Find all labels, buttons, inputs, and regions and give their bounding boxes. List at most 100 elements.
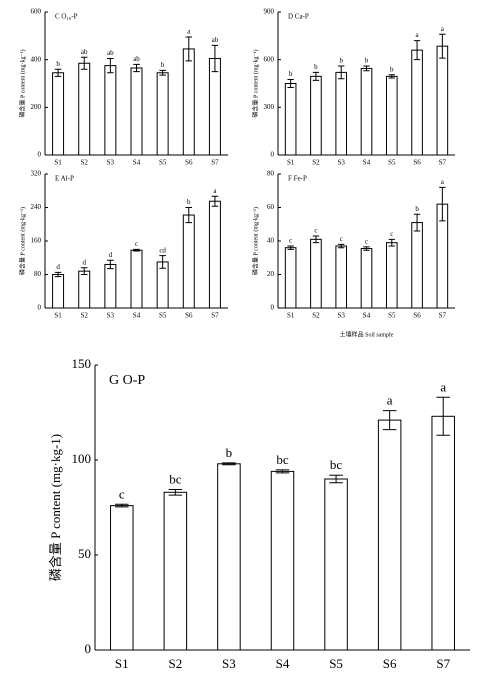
x-tick-label: S3 (222, 656, 236, 671)
x-tick-label: S3 (338, 312, 346, 320)
error-bar (436, 396, 450, 436)
x-tick-label: S2 (312, 159, 320, 167)
bar (411, 49, 423, 156)
error-bar (211, 44, 219, 73)
x-tick-label: S7 (439, 159, 447, 167)
y-axis-label: 磷含量 P content (mg·kg⁻¹) (251, 50, 259, 118)
significance-letter: b (187, 198, 191, 206)
y-tick-label: 80 (267, 170, 275, 178)
y-tick-label: 900 (264, 8, 275, 16)
bar (104, 65, 117, 156)
significance-letter: ab (107, 49, 114, 57)
significance-letter: d (56, 263, 60, 271)
bar (217, 463, 241, 651)
significance-letter: a (441, 25, 445, 33)
error-bar (159, 69, 166, 76)
x-tick-label: S5 (388, 312, 396, 320)
significance-letter: a (441, 178, 445, 186)
panel-title: D Ca-P (288, 13, 309, 21)
x-tick-label: S7 (439, 312, 447, 320)
error-bar (115, 503, 129, 508)
error-bar (413, 213, 421, 232)
bar (377, 419, 402, 651)
bar (335, 245, 348, 309)
y-tick-label: 160 (31, 237, 42, 245)
bar (156, 72, 169, 156)
error-bar (107, 57, 114, 74)
bar (324, 478, 348, 651)
significance-letter: bc (276, 452, 289, 467)
significance-letter: b (226, 445, 233, 460)
error-bar (312, 71, 320, 81)
error-bar (185, 36, 193, 62)
error-bar (80, 56, 88, 70)
bar (385, 242, 398, 309)
error-bar (413, 40, 421, 61)
bar (110, 505, 134, 651)
y-tick-label: 40 (267, 237, 275, 245)
x-tick-label: S3 (338, 159, 346, 167)
bar (284, 83, 297, 156)
y-tick-label: 0 (38, 304, 42, 312)
error-bar (54, 68, 62, 77)
significance-letter: b (289, 70, 293, 78)
significance-letter: bc (330, 457, 343, 472)
significance-letter: c (135, 240, 138, 248)
error-bar (388, 74, 395, 79)
significance-letter: bc (169, 471, 182, 486)
error-bar (363, 246, 370, 251)
error-bar (439, 186, 446, 222)
x-tick-label: S2 (81, 312, 89, 320)
significance-letter: cd (159, 246, 166, 254)
panel-title: G O-P (109, 373, 145, 388)
significance-letter: c (365, 237, 368, 245)
bar (411, 222, 423, 309)
significance-letter: b (314, 63, 318, 71)
y-axis-label: 磷含量 P content (mg·kg⁻¹) (18, 207, 26, 275)
y-tick-label: 80 (34, 270, 42, 278)
bar (182, 214, 195, 309)
significance-letter: b (339, 57, 343, 65)
x-tick-label: S7 (211, 159, 219, 167)
error-bar (54, 271, 62, 278)
bar (182, 48, 195, 156)
error-bar (439, 33, 446, 59)
x-tick-label: S1 (287, 159, 295, 167)
y-tick-label: 320 (31, 170, 42, 178)
significance-letter: a (440, 379, 446, 394)
significance-letter: ab (133, 55, 140, 63)
x-tick-label: S2 (312, 312, 320, 320)
y-tick-label: 400 (31, 55, 42, 63)
significance-letter: c (289, 237, 292, 245)
x-tick-label: S3 (107, 159, 115, 167)
error-bar (133, 248, 140, 252)
significance-letter: b (365, 57, 369, 65)
y-tick-label: 0 (271, 151, 275, 159)
error-bar (275, 469, 290, 474)
error-bar (388, 238, 395, 247)
x-tick-label: S6 (185, 159, 193, 167)
bar (360, 248, 373, 309)
y-tick-label: 600 (31, 8, 42, 16)
x-tick-label: S1 (287, 312, 295, 320)
error-bar (107, 259, 114, 270)
bar (431, 415, 455, 651)
error-bar (185, 207, 193, 224)
significance-letter: ab (81, 48, 88, 56)
bar (208, 200, 221, 309)
significance-letter: b (161, 61, 165, 69)
bar (284, 247, 297, 309)
significance-letter: b (56, 60, 60, 68)
y-tick-label: 200 (31, 103, 42, 111)
x-tick-label: S2 (168, 656, 182, 671)
x-tick-label: S6 (413, 159, 421, 167)
x-tick-label: S6 (383, 656, 397, 671)
y-axis-label: 磷含量 P content (mg·kg⁻¹) (18, 50, 26, 118)
x-tick-label: S5 (159, 159, 167, 167)
x-tick-label: S1 (54, 312, 62, 320)
significance-letter: a (213, 187, 217, 195)
significance-letter: b (415, 205, 419, 213)
panel-title: C O₁₀-P (55, 13, 78, 21)
bar (52, 72, 65, 156)
